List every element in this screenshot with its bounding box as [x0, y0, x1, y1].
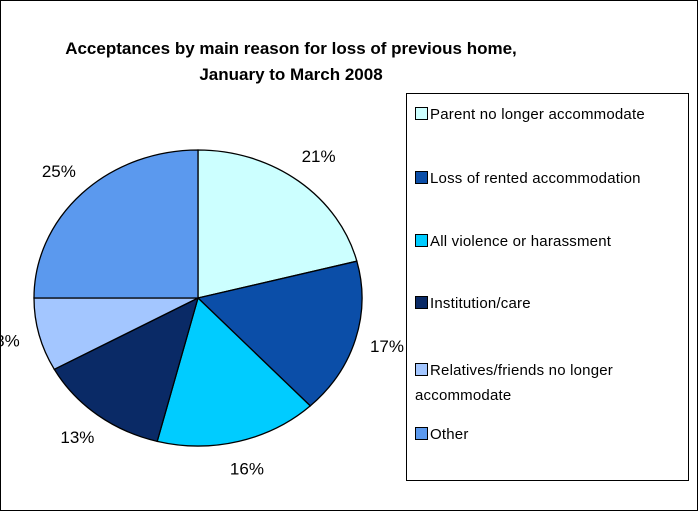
legend-swatch	[415, 427, 428, 440]
data-label: 17%	[370, 337, 404, 356]
legend-entry: Other	[415, 422, 685, 447]
pie-slice	[33, 149, 199, 299]
pie-slice	[196, 260, 363, 407]
legend-entry: All violence or harassment	[415, 229, 685, 254]
data-label: 8%	[1, 332, 20, 351]
legend-label: All violence or harassment	[430, 233, 612, 250]
pie-slice	[156, 296, 312, 447]
legend-swatch	[415, 234, 428, 247]
legend-swatch	[415, 363, 428, 376]
legend-entry: Institution/care	[415, 291, 685, 316]
legend-label: Parent no longer accommodate	[430, 106, 645, 123]
legend-entry: Relatives/friends no longer accommodate	[415, 358, 685, 408]
legend: Parent no longer accommodate Loss of rent…	[406, 93, 689, 481]
legend-label: Other	[430, 426, 469, 443]
data-label: 21%	[302, 147, 336, 166]
legend-label: Institution/care	[430, 295, 531, 312]
data-label: 25%	[42, 162, 76, 181]
legend-label: Loss of rented accommodation	[430, 170, 641, 187]
pie-slice	[53, 296, 200, 443]
legend-swatch	[415, 171, 428, 184]
data-label: 13%	[60, 428, 94, 447]
data-label: 16%	[230, 460, 264, 479]
pie-slice	[197, 149, 358, 299]
legend-entry: Loss of rented accommodation	[415, 166, 685, 191]
legend-swatch	[415, 107, 428, 120]
legend-entry: Parent no longer accommodate	[415, 102, 685, 127]
chart-title: Acceptances by main reason for loss of p…	[65, 39, 517, 84]
legend-swatch	[415, 296, 428, 309]
legend-label: Relatives/friends no longer accommodate	[415, 362, 613, 404]
